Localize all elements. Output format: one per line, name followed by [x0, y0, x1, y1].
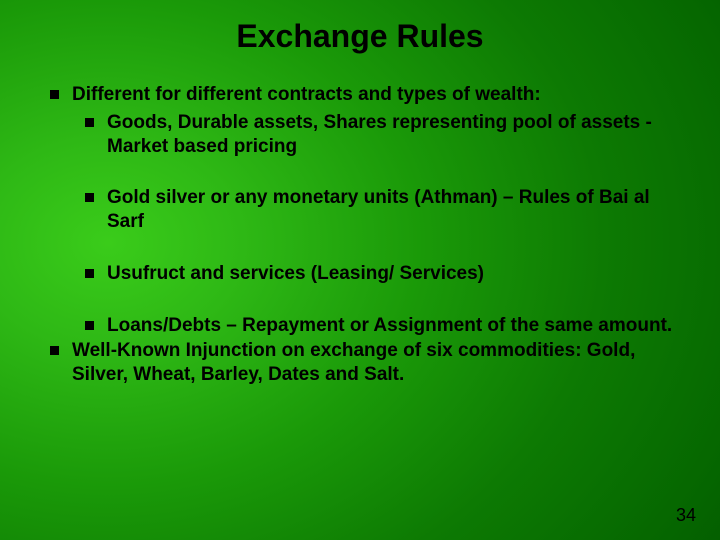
- list-item: Gold silver or any monetary units (Athma…: [85, 186, 680, 234]
- bullet-icon: [50, 346, 59, 355]
- slide-content: Different for different contracts and ty…: [0, 55, 720, 387]
- bullet-icon: [85, 321, 94, 330]
- slide-title: Exchange Rules: [0, 0, 720, 55]
- list-item: Goods, Durable assets, Shares representi…: [85, 111, 680, 159]
- list-item: Well-Known Injunction on exchange of six…: [50, 339, 680, 387]
- bullet-text: Well-Known Injunction on exchange of six…: [72, 339, 680, 387]
- page-number: 34: [676, 505, 696, 526]
- bullet-icon: [85, 269, 94, 278]
- bullet-text: Loans/Debts – Repayment or Assignment of…: [107, 314, 680, 338]
- list-item: Different for different contracts and ty…: [50, 83, 680, 107]
- bullet-text: Gold silver or any monetary units (Athma…: [107, 186, 680, 234]
- bullet-text: Different for different contracts and ty…: [72, 83, 680, 107]
- bullet-text: Goods, Durable assets, Shares representi…: [107, 111, 680, 159]
- bullet-icon: [85, 193, 94, 202]
- sub-list: Goods, Durable assets, Shares representi…: [50, 111, 680, 338]
- bullet-icon: [50, 90, 59, 99]
- bullet-text: Usufruct and services (Leasing/ Services…: [107, 262, 680, 286]
- list-item: Usufruct and services (Leasing/ Services…: [85, 262, 680, 286]
- bullet-icon: [85, 118, 94, 127]
- list-item: Loans/Debts – Repayment or Assignment of…: [85, 314, 680, 338]
